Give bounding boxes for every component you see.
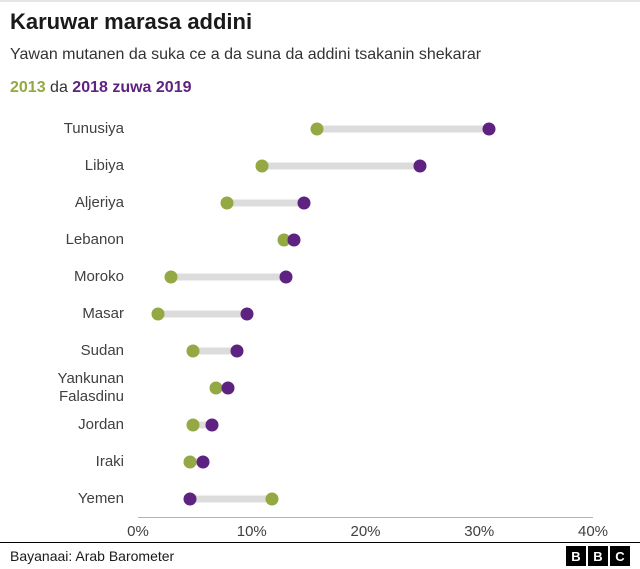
data-point-2018-zuwa-2019 bbox=[230, 344, 244, 357]
data-point-2013 bbox=[277, 233, 291, 246]
dumbbell-plot bbox=[138, 443, 593, 480]
data-point-2013 bbox=[186, 418, 200, 431]
data-point-2018-zuwa-2019 bbox=[196, 455, 210, 468]
connector-line bbox=[190, 495, 273, 502]
dumbbell-plot bbox=[138, 110, 593, 147]
bbc-logo: B B C bbox=[566, 546, 630, 566]
category-label: Tunusiya bbox=[63, 119, 124, 137]
data-point-2013 bbox=[164, 270, 178, 283]
source-attribution: Bayanaai: Arab Barometer bbox=[10, 548, 175, 564]
data-point-2013 bbox=[310, 122, 324, 135]
bbc-logo-block: C bbox=[610, 546, 630, 566]
dumbbell-plot bbox=[138, 258, 593, 295]
dumbbell-plot bbox=[138, 480, 593, 517]
category-label: Sudan bbox=[80, 341, 124, 359]
dumbbell-plot bbox=[138, 369, 593, 406]
connector-line bbox=[261, 162, 421, 169]
bbc-logo-block: B bbox=[588, 546, 608, 566]
data-point-2018-zuwa-2019 bbox=[183, 492, 197, 505]
data-point-2013 bbox=[183, 455, 197, 468]
legend-separator: da bbox=[50, 79, 68, 96]
category-label: Yemen bbox=[77, 489, 124, 507]
axis-line: 0% 10% 20% 30% 40% bbox=[127, 517, 608, 543]
data-point-2013 bbox=[255, 159, 269, 172]
x-tick-label: 40% bbox=[577, 523, 609, 540]
page-title: Karuwar marasa addini bbox=[10, 9, 253, 34]
x-tick-label: 20% bbox=[350, 523, 381, 540]
data-point-2013 bbox=[220, 196, 234, 209]
bbc-logo-block: B bbox=[566, 546, 586, 566]
category-label: Libiya bbox=[84, 156, 124, 174]
x-axis: 0% 10% 20% 30% 40% bbox=[10, 517, 608, 543]
x-tick-label: 0% bbox=[127, 523, 149, 540]
data-point-2018-zuwa-2019 bbox=[297, 196, 311, 209]
dumbbell-plot bbox=[138, 295, 593, 332]
data-point-2018-zuwa-2019 bbox=[482, 122, 496, 135]
chart-rows: Tunusiya Libiya Aljeriya Lebanon Moroko Masar… bbox=[10, 110, 593, 517]
footer: Bayanaai: Arab Barometer B B C bbox=[0, 542, 640, 569]
data-point-2018-zuwa-2019 bbox=[413, 159, 427, 172]
chart-row: Tunusiya bbox=[10, 110, 593, 147]
x-tick-label: 10% bbox=[236, 523, 267, 540]
category-label: Moroko bbox=[73, 267, 124, 285]
axis-spacer bbox=[10, 517, 138, 543]
dumbbell-plot bbox=[138, 184, 593, 221]
data-point-2018-zuwa-2019 bbox=[287, 233, 301, 246]
chart-row: Jordan bbox=[10, 406, 593, 443]
x-tick-label: 30% bbox=[464, 523, 495, 540]
connector-line bbox=[226, 199, 305, 206]
chart-row: Libiya bbox=[10, 147, 593, 184]
category-label: Iraki bbox=[95, 452, 124, 470]
connector-line bbox=[158, 310, 248, 317]
chart-row: Aljeriya bbox=[10, 184, 593, 221]
connector-line bbox=[192, 347, 237, 354]
chart-row: Iraki bbox=[10, 443, 593, 480]
data-point-2018-zuwa-2019 bbox=[240, 307, 254, 320]
connector-line bbox=[192, 421, 212, 428]
legend-2013: 2013 bbox=[10, 79, 46, 96]
chart-row: Moroko bbox=[10, 258, 593, 295]
data-point-2013 bbox=[151, 307, 165, 320]
dumbbell-chart: Tunusiya Libiya Aljeriya Lebanon Moroko Masar… bbox=[10, 110, 640, 543]
dumbbell-plot bbox=[138, 406, 593, 443]
category-label: Masar bbox=[82, 304, 124, 322]
category-label: Lebanon bbox=[65, 230, 124, 248]
category-label: Yankunan Falasdinu bbox=[57, 369, 124, 405]
chart-row: Yemen bbox=[10, 480, 593, 517]
chart-row: Yankunan Falasdinu bbox=[10, 369, 593, 406]
dumbbell-plot bbox=[138, 147, 593, 184]
chart-legend: 2013 da 2018 zuwa 2019 bbox=[10, 78, 640, 98]
chart-row: Sudan bbox=[10, 332, 593, 369]
data-point-2018-zuwa-2019 bbox=[279, 270, 293, 283]
connector-line bbox=[170, 273, 286, 280]
dumbbell-plot bbox=[138, 221, 593, 258]
chart-subtitle: Yawan mutanen da suka ce a da suna da ad… bbox=[10, 46, 482, 63]
data-point-2013 bbox=[209, 381, 223, 394]
data-point-2018-zuwa-2019 bbox=[221, 381, 235, 394]
chart-row: Masar bbox=[10, 295, 593, 332]
dumbbell-plot bbox=[138, 332, 593, 369]
legend-2018-2019: 2018 zuwa 2019 bbox=[72, 79, 192, 96]
category-label: Jordan bbox=[78, 415, 124, 433]
connector-line bbox=[316, 125, 490, 132]
chart-row: Lebanon bbox=[10, 221, 593, 258]
data-point-2013 bbox=[186, 344, 200, 357]
data-point-2013 bbox=[265, 492, 279, 505]
data-point-2018-zuwa-2019 bbox=[205, 418, 219, 431]
category-label: Aljeriya bbox=[74, 193, 124, 211]
